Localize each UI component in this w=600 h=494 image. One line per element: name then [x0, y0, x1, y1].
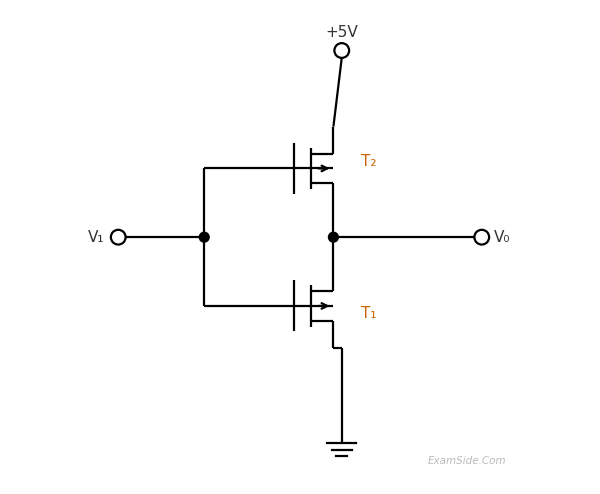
Circle shape — [199, 232, 209, 242]
Text: ExamSide.Com: ExamSide.Com — [428, 455, 506, 465]
Circle shape — [334, 43, 349, 58]
Text: T₂: T₂ — [361, 154, 377, 168]
Text: +5V: +5V — [325, 25, 358, 40]
Circle shape — [328, 232, 338, 242]
Circle shape — [475, 230, 489, 245]
Circle shape — [111, 230, 125, 245]
Text: V₀: V₀ — [494, 230, 511, 245]
Text: T₁: T₁ — [361, 306, 377, 321]
Text: V₁: V₁ — [88, 230, 104, 245]
